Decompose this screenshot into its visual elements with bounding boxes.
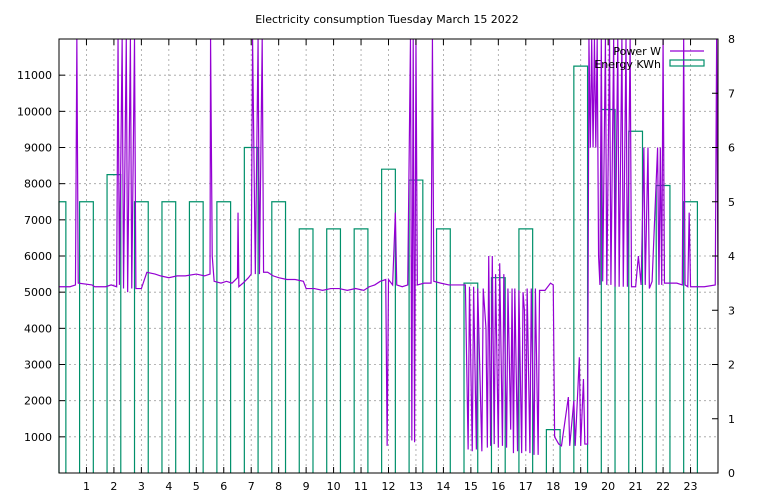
y2-tick-label: 1 — [728, 413, 735, 426]
y2-tick-label: 0 — [728, 467, 735, 480]
energy-bar — [683, 201, 699, 473]
x-tick-label: 2 — [110, 480, 117, 493]
energy-bar — [271, 201, 287, 473]
energy-bar — [545, 429, 561, 473]
energy-bar — [106, 174, 122, 473]
energy-bar — [353, 228, 369, 473]
power-series — [59, 38, 719, 455]
y2-tick-label: 4 — [728, 250, 735, 263]
x-tick-label: 14 — [436, 480, 450, 493]
y-tick-label: 11000 — [17, 69, 52, 82]
axis-ticks: 1 2 3 4 5 6 7 8 9 10 11 12 13 14 15 16 17 18 19 20 21 22 23100… — [17, 33, 735, 493]
x-tick-label: 15 — [464, 480, 478, 493]
legend-label-energy: Energy KWh — [594, 58, 661, 71]
energy-bar — [243, 146, 259, 473]
x-tick-label: 4 — [165, 480, 172, 493]
chart-title: Electricity consumption Tuesday March 15… — [255, 13, 519, 26]
x-tick-label: 12 — [382, 480, 396, 493]
x-tick-label: 7 — [248, 480, 255, 493]
x-tick-label: 11 — [354, 480, 368, 493]
y2-tick-label: 7 — [728, 87, 735, 100]
x-tick-label: 6 — [220, 480, 227, 493]
x-tick-label: 16 — [491, 480, 505, 493]
energy-bar — [381, 168, 396, 473]
energy-bar — [628, 130, 644, 473]
energy-bar — [188, 201, 204, 473]
energy-bar — [463, 282, 479, 473]
x-tick-label: 9 — [303, 480, 310, 493]
y-tick-label: 5000 — [24, 286, 52, 299]
energy-bar — [78, 201, 94, 473]
y2-tick-label: 2 — [728, 359, 735, 372]
x-tick-label: 13 — [409, 480, 423, 493]
x-tick-label: 21 — [629, 480, 643, 493]
x-tick-label: 20 — [601, 480, 615, 493]
x-tick-label: 8 — [275, 480, 282, 493]
energy-bar — [133, 201, 149, 473]
y-tick-label: 6000 — [24, 250, 52, 263]
energy-bar — [298, 228, 314, 473]
y-tick-label: 10000 — [17, 105, 52, 118]
x-tick-label: 22 — [656, 480, 670, 493]
y-tick-label: 9000 — [24, 142, 52, 155]
energy-bar — [161, 201, 177, 473]
x-tick-label: 5 — [193, 480, 200, 493]
legend-label-power: Power W — [613, 45, 661, 58]
y2-tick-label: 6 — [728, 142, 735, 155]
legend-swatch-energy — [669, 59, 705, 67]
y2-tick-label: 8 — [728, 33, 735, 46]
y-tick-label: 7000 — [24, 214, 52, 227]
x-tick-label: 3 — [138, 480, 145, 493]
power-line — [59, 38, 719, 455]
x-tick-label: 23 — [684, 480, 698, 493]
y-tick-label: 8000 — [24, 178, 52, 191]
y-tick-label: 1000 — [24, 431, 52, 444]
y-tick-label: 3000 — [24, 359, 52, 372]
x-tick-label: 17 — [519, 480, 533, 493]
energy-bar — [58, 201, 67, 473]
energy-bar — [655, 184, 671, 473]
energy-bar — [216, 201, 232, 473]
energy-bar — [326, 228, 342, 473]
x-tick-label: 18 — [546, 480, 560, 493]
x-tick-label: 1 — [83, 480, 90, 493]
y-tick-label: 4000 — [24, 322, 52, 335]
y2-tick-label: 5 — [728, 196, 735, 209]
energy-bar — [435, 228, 451, 473]
y2-tick-label: 3 — [728, 304, 735, 317]
x-tick-label: 19 — [574, 480, 588, 493]
y-tick-label: 2000 — [24, 395, 52, 408]
x-tick-label: 10 — [327, 480, 341, 493]
